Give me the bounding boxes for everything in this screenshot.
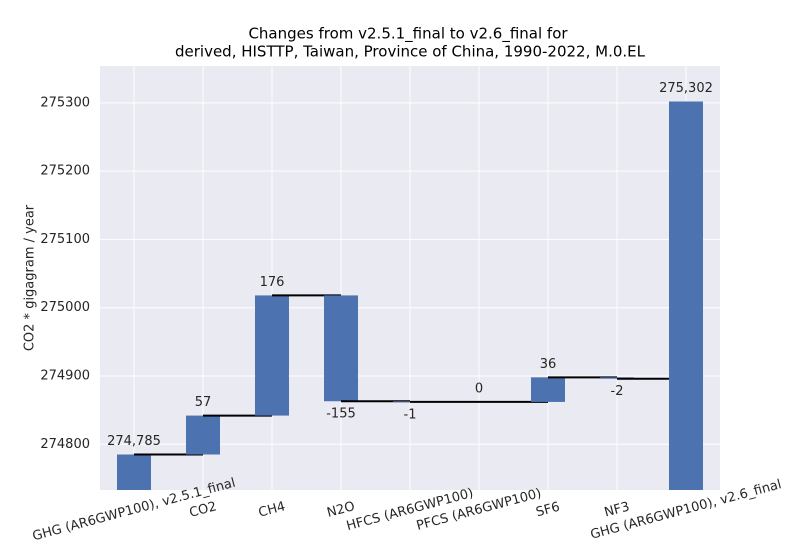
y-axis-label: CO2 * gigagram / year xyxy=(23,204,38,351)
value-label: 0 xyxy=(475,381,483,396)
bar xyxy=(255,295,289,416)
y-tick-label: 275100 xyxy=(40,232,90,247)
chart-title: Changes from v2.5.1_final to v2.6_final … xyxy=(248,25,568,44)
x-tick-label: N2O xyxy=(325,499,356,521)
y-tick-label: 275000 xyxy=(40,300,90,315)
value-label: 36 xyxy=(540,357,557,372)
chart-subtitle: derived, HISTTP, Taiwan, Province of Chi… xyxy=(175,43,646,61)
x-tick-label: NF3 xyxy=(603,499,631,520)
bar xyxy=(186,415,220,455)
bar xyxy=(117,454,151,490)
y-tick-label: 274800 xyxy=(40,437,90,452)
value-label: 274,785 xyxy=(107,434,161,449)
x-tick-label: CO2 xyxy=(188,499,219,521)
value-label: 176 xyxy=(260,275,285,290)
value-label: -155 xyxy=(326,407,356,422)
value-label: -1 xyxy=(404,407,417,422)
x-tick-label: SF6 xyxy=(534,500,561,521)
y-tick-label: 274900 xyxy=(40,368,90,383)
y-tick-label: 275300 xyxy=(40,95,90,110)
value-label: -2 xyxy=(611,384,624,399)
y-tick-label: 275200 xyxy=(40,164,90,179)
bar xyxy=(531,377,565,402)
bar xyxy=(669,101,703,490)
value-label: 57 xyxy=(195,395,212,410)
bar xyxy=(324,295,358,402)
x-tick-label: CH4 xyxy=(257,499,287,521)
value-label: 275,302 xyxy=(659,81,713,96)
